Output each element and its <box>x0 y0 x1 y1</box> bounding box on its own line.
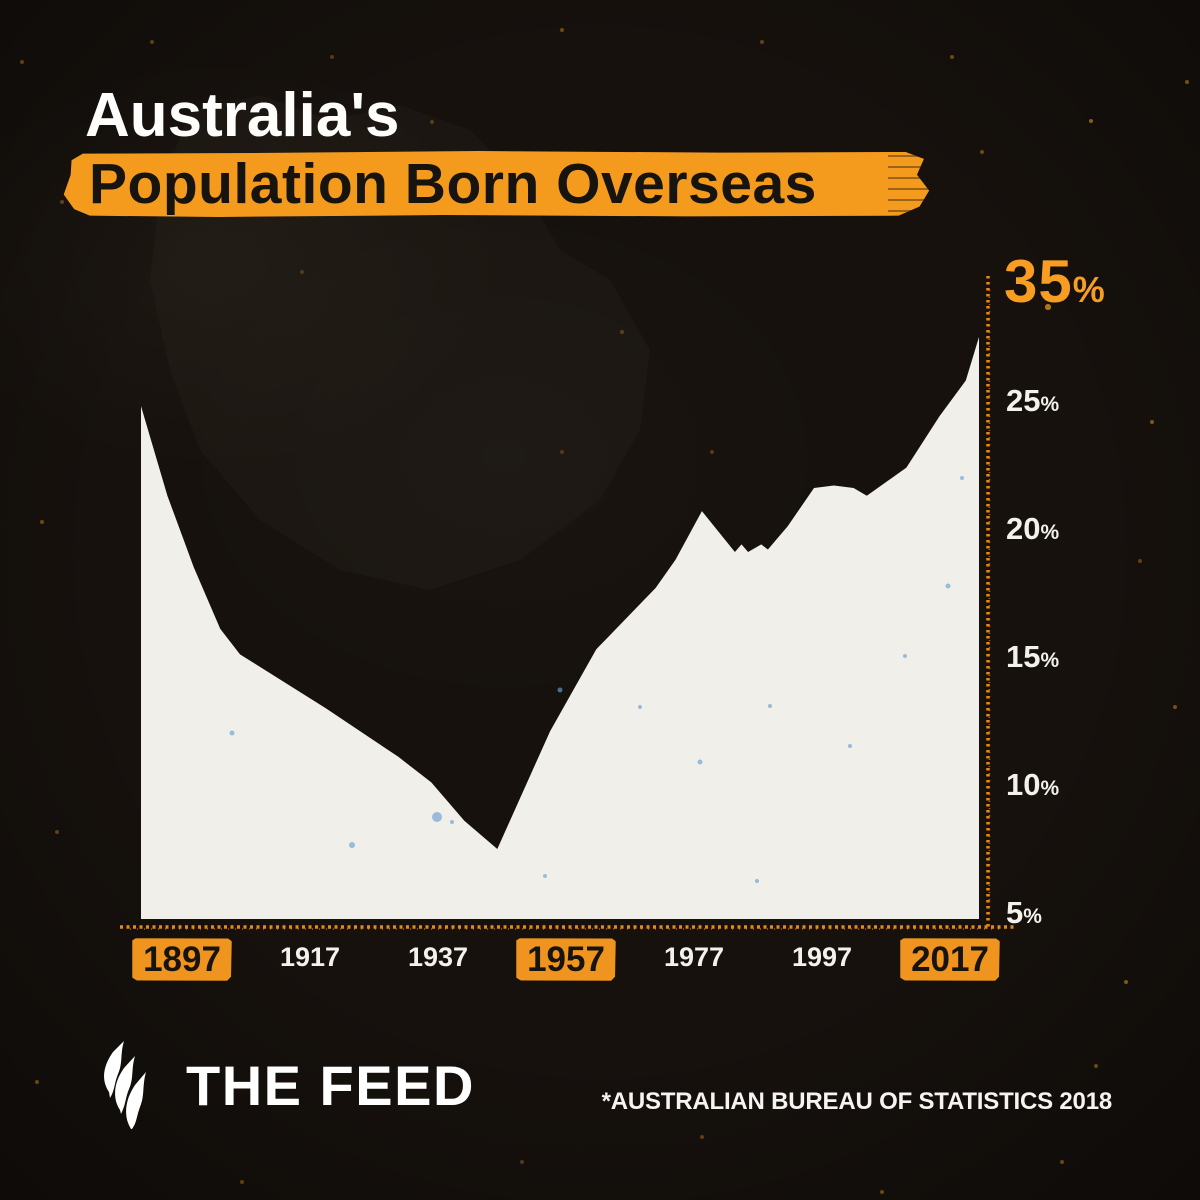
page-title-line2: Population Born Overseas <box>89 152 817 216</box>
x-tick-1957-highlighted: 1957 <box>516 938 616 981</box>
title-highlight-band: Population Born Overseas <box>63 151 930 217</box>
y-tick-20: 20% <box>1006 511 1060 546</box>
y-tick-25: 25% <box>1006 383 1060 418</box>
x-tick-1997: 1997 <box>791 942 853 972</box>
x-tick-1897-highlighted: 1897 <box>132 938 232 981</box>
area-series <box>141 337 979 919</box>
y-max-unit: % <box>1072 269 1106 310</box>
y-tick-10: 10% <box>1006 767 1060 802</box>
x-tick-1917: 1917 <box>279 942 341 972</box>
source-attribution: *AUSTRALIAN BUREAU OF STATISTICS 2018 <box>601 1088 1113 1115</box>
y-axis-max-label: 35% <box>1004 252 1106 320</box>
x-tick-2017-highlighted: 2017 <box>900 938 1000 981</box>
brand-name: THE FEED <box>186 1054 475 1117</box>
page-title-line1: Australia's <box>85 81 400 150</box>
y-tick-5: 5% <box>1006 895 1042 930</box>
y-tick-15: 15% <box>1006 639 1060 674</box>
x-tick-1977: 1977 <box>663 942 725 972</box>
paper-speckles <box>229 476 964 883</box>
x-tick-1937: 1937 <box>407 942 469 972</box>
y-max-value: 35 <box>1004 248 1073 315</box>
axis-lines <box>120 276 1016 930</box>
sbs-mercury-logo-icon <box>104 1041 146 1129</box>
